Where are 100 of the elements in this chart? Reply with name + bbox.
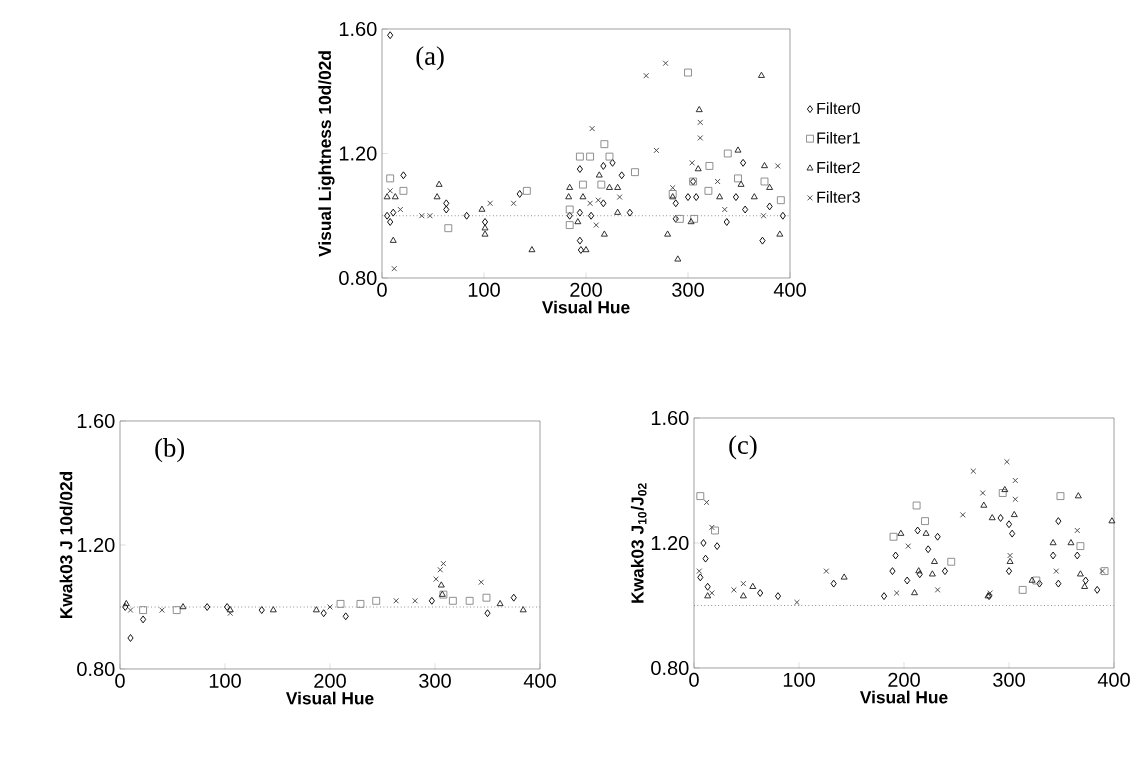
point <box>510 593 517 602</box>
point <box>399 186 408 195</box>
point <box>579 193 587 200</box>
x-tick-label: 300 <box>993 672 1025 687</box>
point <box>716 193 724 200</box>
point <box>915 567 923 574</box>
point <box>959 511 966 518</box>
point <box>384 211 391 220</box>
point <box>766 202 773 211</box>
point <box>1055 579 1062 588</box>
point <box>1074 551 1081 560</box>
point <box>734 146 742 153</box>
point <box>427 212 433 219</box>
point <box>383 193 391 200</box>
point <box>482 593 491 602</box>
point <box>776 230 784 237</box>
point <box>510 200 517 207</box>
point <box>412 597 418 604</box>
y-axis-title: Visual Lightness 10d/02d <box>318 51 335 257</box>
point <box>912 501 921 510</box>
point <box>356 599 365 608</box>
point <box>400 171 407 180</box>
point <box>690 214 699 223</box>
point <box>393 597 400 604</box>
point <box>600 162 607 170</box>
x-tick-label: 200 <box>888 672 920 687</box>
point <box>697 119 704 126</box>
point <box>618 171 625 180</box>
point <box>653 147 660 154</box>
point <box>1055 517 1062 526</box>
point <box>970 468 977 475</box>
point <box>1081 582 1089 589</box>
point <box>1074 492 1082 499</box>
point <box>1053 568 1060 575</box>
point <box>694 165 702 172</box>
point <box>522 186 531 195</box>
point <box>684 193 692 202</box>
point <box>925 545 932 554</box>
point <box>928 570 936 577</box>
point <box>1012 496 1019 503</box>
point <box>1028 576 1036 583</box>
point <box>565 193 573 200</box>
x-tick-label: 400 <box>523 673 556 688</box>
point <box>1010 510 1018 518</box>
point <box>576 236 583 245</box>
y-tick-label: 0.80 <box>339 270 377 286</box>
point <box>586 152 595 161</box>
point <box>774 592 782 601</box>
point <box>575 152 584 161</box>
point <box>662 60 669 67</box>
point <box>892 551 899 560</box>
point <box>749 582 757 589</box>
point <box>1003 458 1010 465</box>
point <box>443 199 450 208</box>
point <box>889 567 896 576</box>
point <box>481 224 489 231</box>
point <box>914 526 921 535</box>
point <box>606 183 613 190</box>
point <box>980 501 988 508</box>
point <box>760 212 767 219</box>
point <box>734 174 742 183</box>
x-tick-label: 300 <box>672 282 704 297</box>
point <box>979 490 986 496</box>
point <box>1018 585 1027 594</box>
point <box>761 162 768 169</box>
y-tick-label: 0.80 <box>651 660 689 676</box>
point <box>730 586 737 593</box>
point <box>631 168 639 177</box>
point <box>481 218 489 226</box>
point <box>714 178 721 185</box>
point <box>139 606 148 615</box>
point <box>1005 567 1013 576</box>
point <box>721 206 728 213</box>
point <box>614 183 622 190</box>
y-tick-label: 1.20 <box>339 146 377 161</box>
y-tick-label: 1.20 <box>651 535 689 551</box>
y-tick-label: 1.60 <box>651 410 689 426</box>
point <box>823 568 830 575</box>
point <box>750 193 758 200</box>
point <box>227 610 234 617</box>
point <box>1009 529 1016 538</box>
point <box>391 193 399 200</box>
point <box>565 205 574 214</box>
point <box>258 606 265 615</box>
point <box>737 180 745 187</box>
point <box>336 599 345 608</box>
point <box>588 211 595 220</box>
point <box>122 599 130 607</box>
point <box>1108 517 1116 524</box>
point <box>708 590 715 596</box>
point <box>757 71 765 78</box>
y-tick-label: 1.20 <box>77 537 115 553</box>
point <box>1005 520 1013 529</box>
point <box>609 158 616 167</box>
point <box>159 607 165 614</box>
point <box>179 603 187 610</box>
point <box>988 514 996 521</box>
point <box>320 609 327 618</box>
annotation: (c) <box>729 435 757 460</box>
point <box>566 211 573 220</box>
